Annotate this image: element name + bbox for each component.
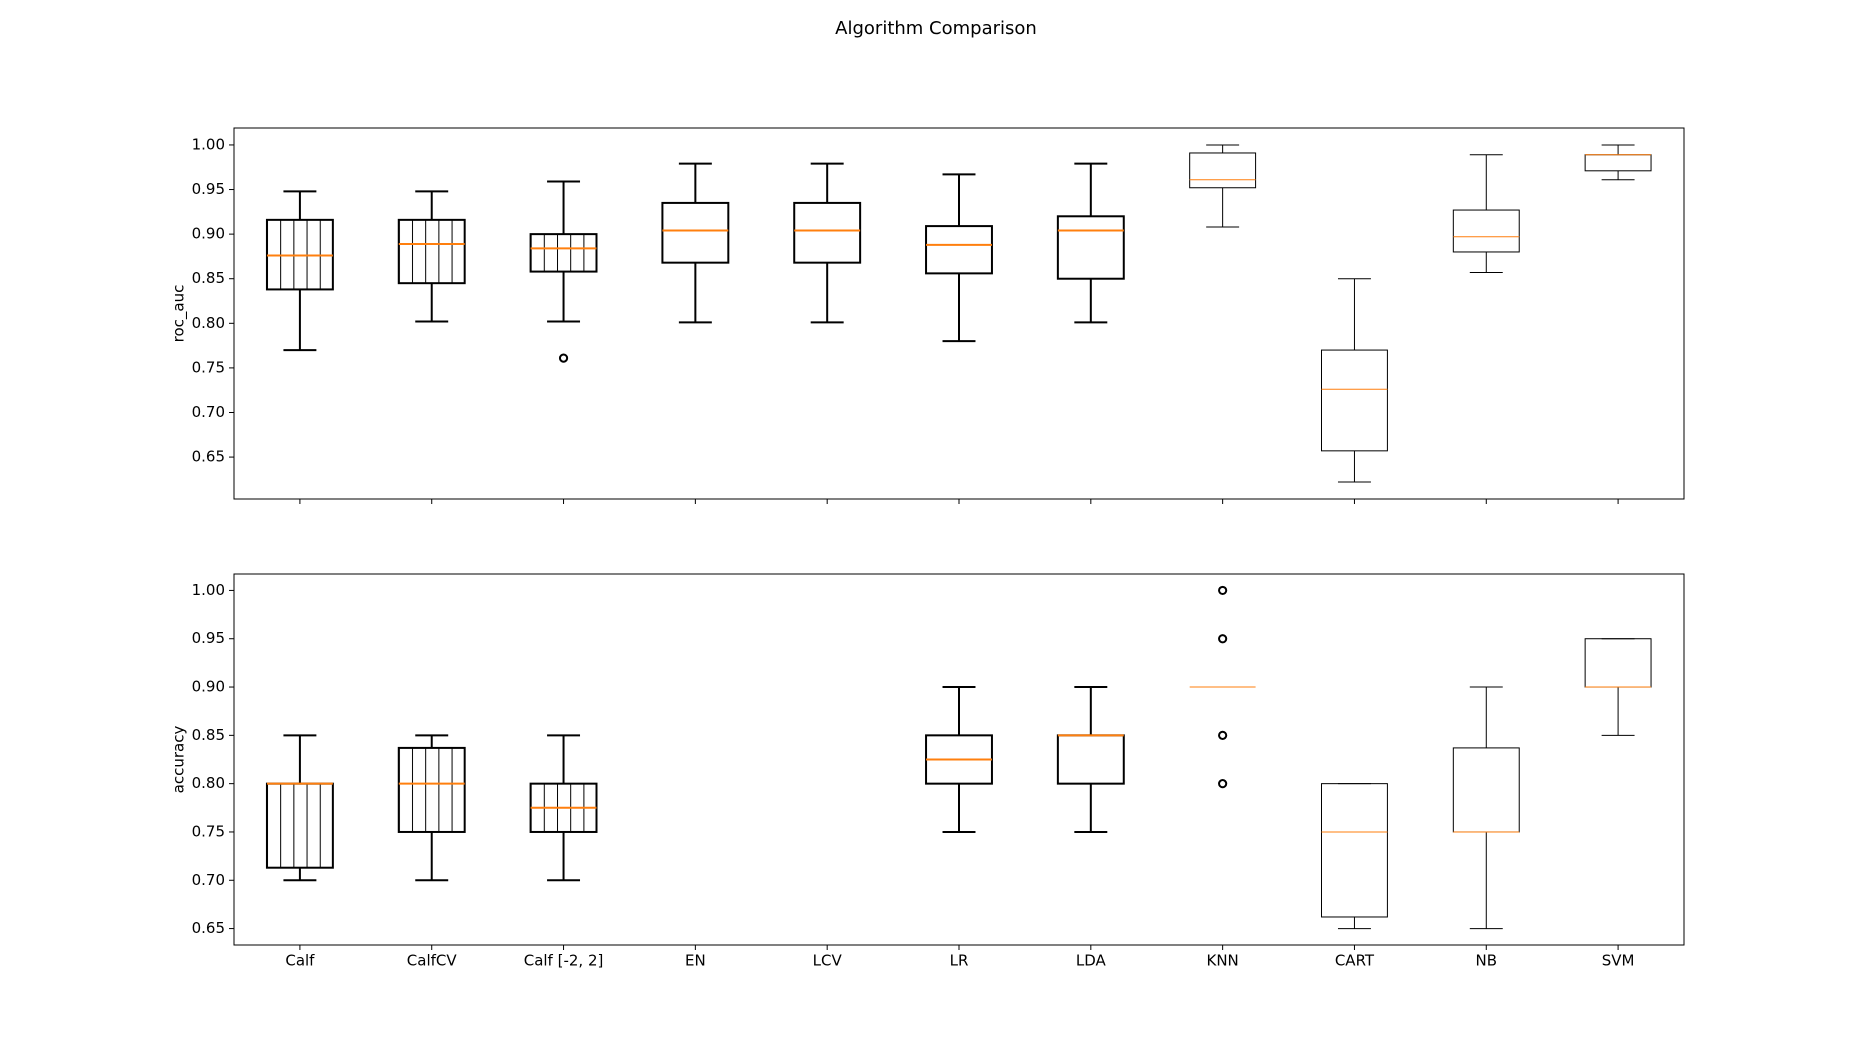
y-tick-label: 0.90 <box>192 225 225 243</box>
box <box>925 225 993 275</box>
box-plot <box>1452 686 1520 930</box>
y-axis-label: roc_auc <box>170 285 189 343</box>
y-tick-label: 0.85 <box>192 269 225 287</box>
box-plot <box>925 686 993 833</box>
x-tick-label: SVM <box>1602 952 1635 970</box>
flier <box>1218 779 1228 789</box>
box-plot <box>529 734 598 882</box>
box-plot <box>1321 278 1388 483</box>
flier <box>1218 730 1228 740</box>
y-tick-label: 0.95 <box>192 629 225 647</box>
flier <box>558 353 569 363</box>
box <box>793 201 862 264</box>
box <box>1056 215 1125 280</box>
box-plot <box>265 734 334 882</box>
box <box>265 782 334 869</box>
box-plot <box>397 734 466 882</box>
box-plot <box>1452 154 1520 273</box>
x-tick-label: CalfCV <box>407 952 458 970</box>
x-tick-label: Calf [-2, 2] <box>524 952 604 970</box>
x-tick-label: CART <box>1335 952 1375 970</box>
box-plot <box>1056 686 1125 833</box>
box-plot <box>1321 783 1388 930</box>
box-plot <box>1584 144 1652 181</box>
flier <box>1218 634 1228 644</box>
box <box>1452 209 1520 253</box>
x-tick-label: Calf <box>285 952 315 970</box>
box-plot <box>1584 638 1652 736</box>
box <box>1189 152 1257 189</box>
y-tick-label: 0.70 <box>192 871 225 889</box>
box <box>661 201 730 264</box>
figure-title: Algorithm Comparison <box>835 18 1037 39</box>
flier <box>1218 585 1228 596</box>
y-tick-label: 0.65 <box>192 448 225 466</box>
y-tick-label: 0.80 <box>192 314 225 332</box>
y-tick-label: 0.75 <box>192 358 225 376</box>
x-tick-label: KNN <box>1206 952 1238 970</box>
y-tick-label: 0.95 <box>192 180 225 198</box>
box-plot <box>265 190 334 352</box>
y-tick-label: 0.65 <box>192 919 225 937</box>
x-tick-label: NB <box>1476 952 1498 970</box>
x-tick-label: LCV <box>813 952 843 970</box>
box-plot <box>1189 144 1257 228</box>
x-tick-label: LDA <box>1076 952 1107 970</box>
y-tick-label: 0.75 <box>192 822 225 840</box>
box <box>397 218 466 285</box>
box-plot <box>1056 162 1125 324</box>
y-tick-label: 0.90 <box>192 678 225 696</box>
y-tick-label: 1.00 <box>192 135 225 153</box>
box-plot <box>397 190 466 323</box>
box-plot <box>661 162 730 324</box>
box-plot <box>793 162 862 324</box>
box <box>1321 783 1388 918</box>
box-plot <box>529 180 598 363</box>
box <box>1321 349 1388 452</box>
box <box>529 233 598 273</box>
box-plot <box>925 173 993 343</box>
y-tick-label: 0.70 <box>192 403 225 421</box>
x-tick-label: EN <box>685 952 706 970</box>
y-tick-label: 0.80 <box>192 774 225 792</box>
y-tick-label: 1.00 <box>192 581 225 599</box>
y-axis-label: accuracy <box>170 726 188 794</box>
box <box>397 746 466 833</box>
box-plot <box>1189 585 1256 789</box>
x-tick-label: LR <box>950 952 969 970</box>
y-tick-label: 0.85 <box>192 726 225 744</box>
